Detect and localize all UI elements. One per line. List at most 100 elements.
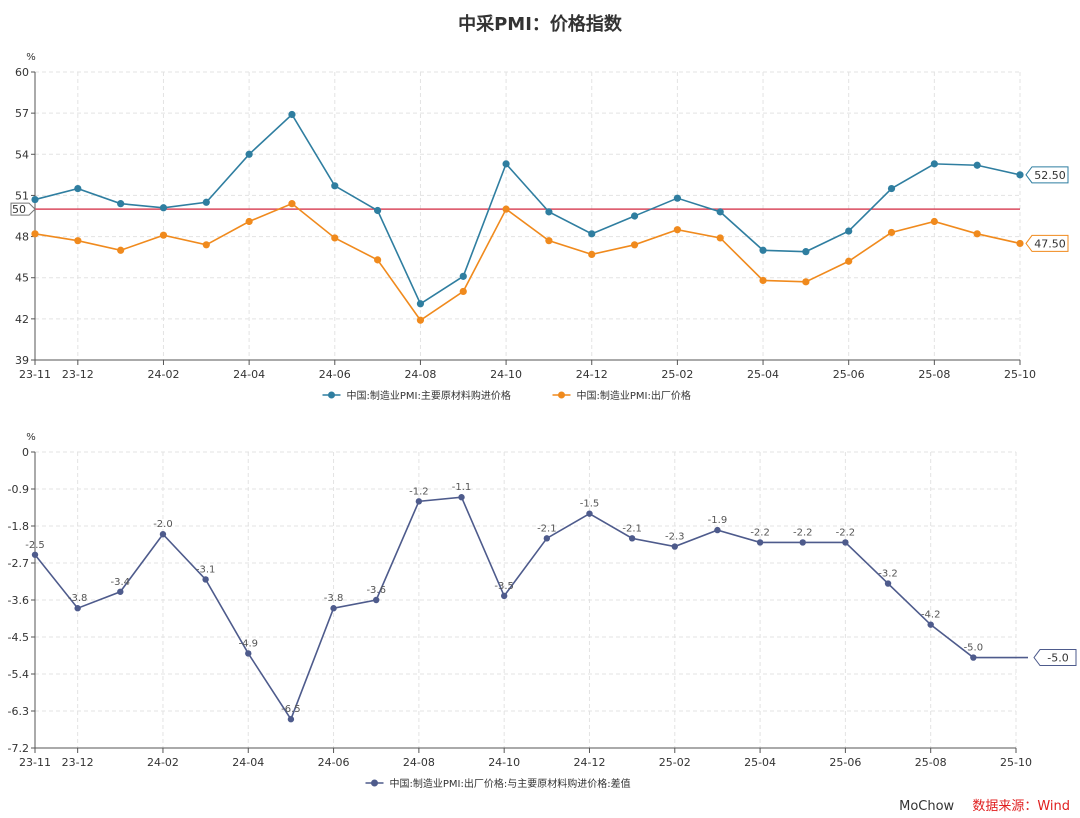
data-label: -4.9: [239, 638, 259, 649]
data-point-0-2[interactable]: [117, 588, 124, 595]
data-point-0-9[interactable]: [416, 300, 425, 308]
data-point-0-6[interactable]: [287, 716, 295, 723]
data-point-0-3[interactable]: [159, 531, 167, 538]
x-tick-label: 25-04: [747, 368, 779, 381]
data-point-1-15[interactable]: [673, 226, 681, 234]
data-point-0-8[interactable]: [373, 596, 380, 604]
data-point-0-7[interactable]: [330, 605, 337, 612]
data-point-1-21[interactable]: [930, 217, 938, 226]
data-point-1-4[interactable]: [202, 241, 210, 249]
data-point-0-15[interactable]: [673, 194, 681, 202]
data-point-0-8[interactable]: [374, 206, 382, 215]
data-point-0-15[interactable]: [671, 543, 678, 550]
x-tick-label: 24-02: [147, 368, 179, 381]
y-tick-label: -1.8: [8, 520, 29, 533]
data-point-0-10[interactable]: [458, 494, 465, 501]
series-line-0: [34, 496, 1016, 721]
data-point-0-20[interactable]: [887, 184, 896, 193]
data-point-0-21[interactable]: [930, 160, 938, 168]
y-tick-label: 51: [15, 189, 29, 202]
data-label: -3.8: [68, 593, 88, 604]
data-point-0-3[interactable]: [159, 204, 168, 212]
y-tick-label: -4.5: [8, 631, 29, 644]
data-point-0-17[interactable]: [759, 246, 767, 254]
y-tick-label: -6.3: [8, 705, 29, 718]
svg-text:中国:制造业PMI:主要原材料购进价格: 中国:制造业PMI:主要原材料购进价格: [347, 389, 511, 402]
data-point-0-19[interactable]: [845, 227, 853, 235]
data-point-1-22[interactable]: [973, 230, 981, 238]
data-point-0-22[interactable]: [970, 654, 977, 661]
data-point-0-6[interactable]: [288, 110, 296, 119]
data-point-1-9[interactable]: [416, 316, 425, 324]
data-point-1-13[interactable]: [588, 250, 596, 258]
data-point-1-14[interactable]: [630, 241, 639, 249]
data-point-0-16[interactable]: [716, 208, 724, 216]
data-point-1-7[interactable]: [331, 234, 339, 242]
legend-item-0[interactable]: 中国:制造业PMI:出厂价格:与主要原材料购进价格:差值: [365, 777, 631, 790]
y-tick-label: 39: [15, 354, 29, 367]
data-point-1-10[interactable]: [459, 287, 467, 296]
data-point-1-11[interactable]: [502, 205, 510, 213]
data-point-1-8[interactable]: [374, 256, 382, 264]
data-point-0-1[interactable]: [74, 605, 81, 612]
data-point-1-19[interactable]: [845, 257, 853, 265]
data-point-0-17[interactable]: [756, 539, 764, 546]
legend-item-1[interactable]: 中国:制造业PMI:出厂价格: [552, 389, 691, 402]
data-point-1-12[interactable]: [545, 237, 553, 245]
data-point-0-16[interactable]: [714, 526, 721, 534]
data-point-0-5[interactable]: [245, 650, 252, 657]
x-tick-label: 23-12: [62, 368, 94, 381]
data-point-1-0[interactable]: [31, 230, 39, 238]
data-point-0-19[interactable]: [842, 539, 849, 546]
data-point-1-5[interactable]: [245, 217, 253, 226]
data-point-0-5[interactable]: [245, 150, 253, 158]
data-point-0-10[interactable]: [459, 272, 467, 280]
data-point-1-20[interactable]: [887, 228, 896, 237]
data-point-1-2[interactable]: [117, 246, 125, 254]
data-label: -3.1: [196, 564, 216, 575]
data-point-1-16[interactable]: [716, 234, 724, 242]
data-point-1-18[interactable]: [802, 278, 810, 286]
data-point-0-22[interactable]: [973, 161, 981, 169]
y-tick-label: 45: [15, 272, 29, 285]
reference-line-tag: 50: [10, 202, 36, 216]
data-point-1-1[interactable]: [74, 237, 82, 245]
data-point-0-2[interactable]: [117, 200, 125, 208]
data-point-1-3[interactable]: [159, 231, 168, 239]
data-point-0-7[interactable]: [331, 182, 339, 190]
data-point-1-6[interactable]: [288, 200, 296, 208]
data-label: -3.2: [878, 569, 898, 580]
data-point-0-12[interactable]: [545, 208, 553, 216]
data-point-0-0[interactable]: [31, 551, 39, 558]
data-point-0-1[interactable]: [74, 184, 82, 193]
x-tick-label: 25-08: [915, 756, 947, 769]
data-point-0-11[interactable]: [500, 592, 508, 600]
data-point-0-14[interactable]: [630, 212, 639, 220]
legend-item-0[interactable]: 中国:制造业PMI:主要原材料购进价格: [322, 389, 511, 402]
data-point-0-0[interactable]: [31, 195, 39, 204]
data-point-0-14[interactable]: [628, 535, 636, 542]
data-point-0-13[interactable]: [586, 510, 593, 517]
data-point-0-21[interactable]: [927, 621, 934, 628]
data-label: -2.2: [793, 527, 813, 538]
data-point-0-20[interactable]: [884, 580, 892, 587]
data-point-0-23[interactable]: [1016, 171, 1024, 179]
data-label: -2.0: [153, 519, 173, 530]
x-tick-label: 23-12: [62, 756, 94, 769]
brand-label: MoChow: [899, 799, 955, 814]
data-label: -5.0: [964, 643, 984, 654]
data-point-0-4[interactable]: [202, 576, 209, 583]
x-tick-label: 24-08: [403, 756, 435, 769]
y-tick-label: -3.6: [8, 594, 29, 607]
data-point-0-9[interactable]: [415, 498, 423, 505]
data-point-1-17[interactable]: [759, 276, 767, 285]
data-label: -2.2: [836, 527, 856, 538]
data-point-0-13[interactable]: [588, 230, 596, 238]
data-point-0-11[interactable]: [502, 160, 510, 168]
data-point-0-4[interactable]: [202, 198, 210, 206]
data-point-0-18[interactable]: [802, 248, 810, 256]
data-point-0-12[interactable]: [543, 535, 551, 542]
data-point-0-18[interactable]: [799, 539, 806, 546]
data-point-1-23[interactable]: [1016, 239, 1024, 248]
